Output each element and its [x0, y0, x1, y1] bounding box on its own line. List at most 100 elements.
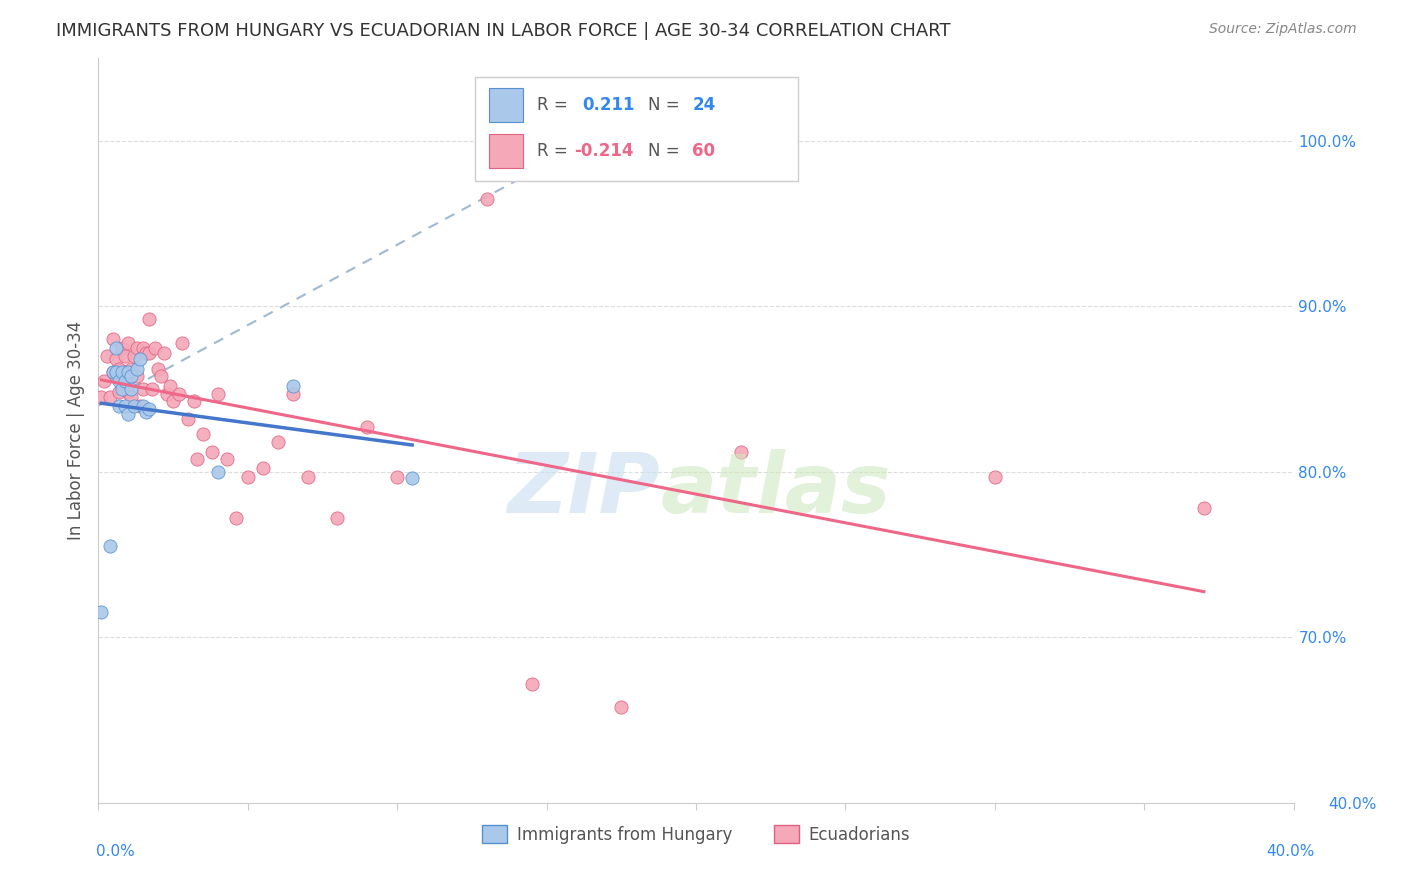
Point: [156, 387, 179, 401]
Point: [132, 399, 155, 413]
Text: 0.0%: 0.0%: [96, 845, 135, 859]
Point: [186, 451, 208, 466]
Point: [385, 469, 409, 483]
Point: [153, 345, 176, 359]
Point: [326, 511, 349, 525]
Text: 40.0%: 40.0%: [1329, 797, 1376, 812]
Point: [984, 469, 1007, 483]
Point: [114, 366, 136, 380]
Point: [267, 434, 290, 449]
Point: [103, 332, 125, 346]
Point: [252, 461, 274, 475]
Point: [207, 387, 229, 401]
Point: [127, 368, 149, 383]
Point: [150, 368, 173, 383]
Point: [172, 335, 194, 350]
Point: [1192, 501, 1215, 516]
FancyBboxPatch shape: [475, 77, 797, 181]
Text: N =: N =: [648, 142, 685, 160]
Point: [105, 368, 128, 383]
Point: [120, 362, 142, 376]
Point: [111, 366, 134, 380]
Bar: [489, 135, 523, 168]
Point: [117, 407, 139, 421]
Point: [120, 390, 142, 404]
Text: R =: R =: [537, 96, 574, 114]
Point: [177, 412, 200, 426]
Point: [114, 399, 136, 413]
Point: [90, 390, 112, 404]
Point: [610, 699, 633, 714]
Text: N =: N =: [648, 96, 685, 114]
Point: [98, 390, 122, 404]
Point: [129, 352, 152, 367]
Point: [138, 312, 160, 326]
Point: [127, 362, 149, 376]
Point: [124, 349, 146, 363]
Point: [93, 374, 115, 388]
Point: [105, 366, 128, 380]
Point: [105, 341, 128, 355]
Point: [167, 387, 190, 401]
Point: [159, 378, 181, 392]
Point: [108, 385, 131, 400]
Legend: Immigrants from Hungary, Ecuadorians: Immigrants from Hungary, Ecuadorians: [475, 819, 917, 850]
Point: [90, 606, 112, 620]
Point: [143, 341, 166, 355]
Point: [120, 382, 142, 396]
Point: [111, 368, 134, 383]
Point: [215, 451, 238, 466]
Text: 24: 24: [692, 96, 716, 114]
Point: [127, 341, 149, 355]
Point: [520, 676, 543, 690]
Point: [117, 366, 139, 380]
Text: 60: 60: [692, 142, 716, 160]
Text: -0.214: -0.214: [574, 142, 634, 160]
Point: [132, 341, 155, 355]
Point: [114, 349, 136, 363]
Text: ZIP: ZIP: [508, 450, 661, 531]
Point: [281, 378, 304, 392]
Point: [148, 362, 170, 376]
Point: [129, 399, 152, 413]
Point: [108, 399, 131, 413]
Point: [730, 445, 752, 459]
Point: [281, 387, 304, 401]
Point: [105, 352, 128, 367]
Point: [183, 393, 205, 408]
Point: [297, 469, 319, 483]
Point: [207, 465, 229, 479]
Text: 0.211: 0.211: [582, 96, 636, 114]
Point: [138, 345, 160, 359]
Point: [225, 511, 247, 525]
Point: [111, 341, 134, 355]
Point: [117, 368, 139, 383]
Point: [108, 362, 131, 376]
Point: [96, 349, 118, 363]
Point: [103, 366, 125, 380]
Point: [191, 426, 214, 441]
Point: [98, 539, 122, 553]
Point: [114, 374, 136, 388]
Point: [401, 471, 423, 485]
Point: [475, 192, 498, 206]
Point: [135, 405, 157, 419]
Point: [103, 366, 125, 380]
Point: [120, 368, 142, 383]
Point: [141, 382, 163, 396]
Point: [201, 445, 224, 459]
Text: atlas: atlas: [661, 450, 891, 531]
Point: [138, 401, 160, 416]
Point: [356, 420, 378, 434]
Text: R =: R =: [537, 142, 574, 160]
Bar: [489, 88, 523, 121]
Text: IMMIGRANTS FROM HUNGARY VS ECUADORIAN IN LABOR FORCE | AGE 30-34 CORRELATION CHA: IMMIGRANTS FROM HUNGARY VS ECUADORIAN IN…: [56, 22, 950, 40]
Point: [236, 469, 259, 483]
Point: [162, 393, 184, 408]
Point: [117, 335, 139, 350]
Text: 40.0%: 40.0%: [1267, 845, 1315, 859]
Y-axis label: In Labor Force | Age 30-34: In Labor Force | Age 30-34: [66, 321, 84, 540]
Point: [111, 382, 134, 396]
Point: [135, 345, 157, 359]
Point: [132, 382, 155, 396]
